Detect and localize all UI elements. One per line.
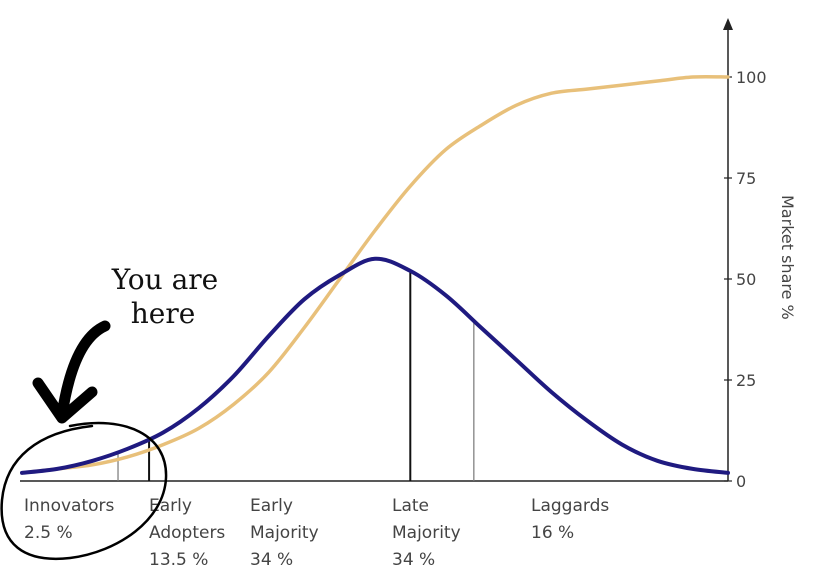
y-tick-label: 0 — [736, 472, 746, 491]
segment-label-line: Early — [250, 496, 293, 516]
segment-label: Laggards 16 % — [531, 496, 609, 543]
y-tick-label: 100 — [736, 68, 767, 87]
y-tick-label: 25 — [736, 371, 756, 390]
market-share-line — [20, 74, 730, 475]
y-tick-label: 75 — [736, 169, 756, 188]
segment-label-line: Laggards — [531, 496, 609, 516]
y-axis-label: Market share % — [778, 195, 797, 320]
segment-dividers — [117, 270, 475, 481]
y-axis-ticks: 0 25 50 75 100 — [724, 68, 767, 491]
y-axis-arrowhead-icon — [723, 18, 733, 30]
bell-curve-line — [20, 256, 730, 475]
segment-label-line: Late — [392, 496, 429, 516]
annotation-arrowhead-icon — [32, 377, 98, 424]
segment-labels: Innovators 2.5 % Early Adopters 13.5 % Early M… — [24, 496, 609, 570]
segment-label-line: 2.5 % — [24, 523, 73, 543]
segment-label-line: Innovators — [24, 496, 114, 516]
segment-label-line: 34 % — [392, 550, 435, 570]
annotation-circle-icon — [0, 421, 168, 561]
annotation-arrow-icon — [56, 320, 111, 421]
segment-label-line: 13.5 % — [149, 550, 208, 570]
segment-label: Early Majority 34 % — [250, 496, 319, 570]
segment-label-line: Majority — [250, 523, 319, 543]
segment-label-line: Majority — [392, 523, 461, 543]
annotation-line-2: here — [131, 297, 196, 330]
y-tick-label: 50 — [736, 270, 756, 289]
segment-label-line: 16 % — [531, 523, 574, 543]
curves — [20, 74, 730, 475]
segment-label: Late Majority 34 % — [392, 496, 461, 570]
you-are-here-annotation: You are here — [0, 263, 219, 561]
annotation-line-1: You are — [111, 263, 219, 296]
segment-label: Innovators 2.5 % — [24, 496, 114, 543]
segment-label-line: Adopters — [149, 523, 225, 543]
segment-label-line: 34 % — [250, 550, 293, 570]
segment-label: Early Adopters 13.5 % — [149, 496, 225, 570]
segment-label-line: Early — [149, 496, 192, 516]
